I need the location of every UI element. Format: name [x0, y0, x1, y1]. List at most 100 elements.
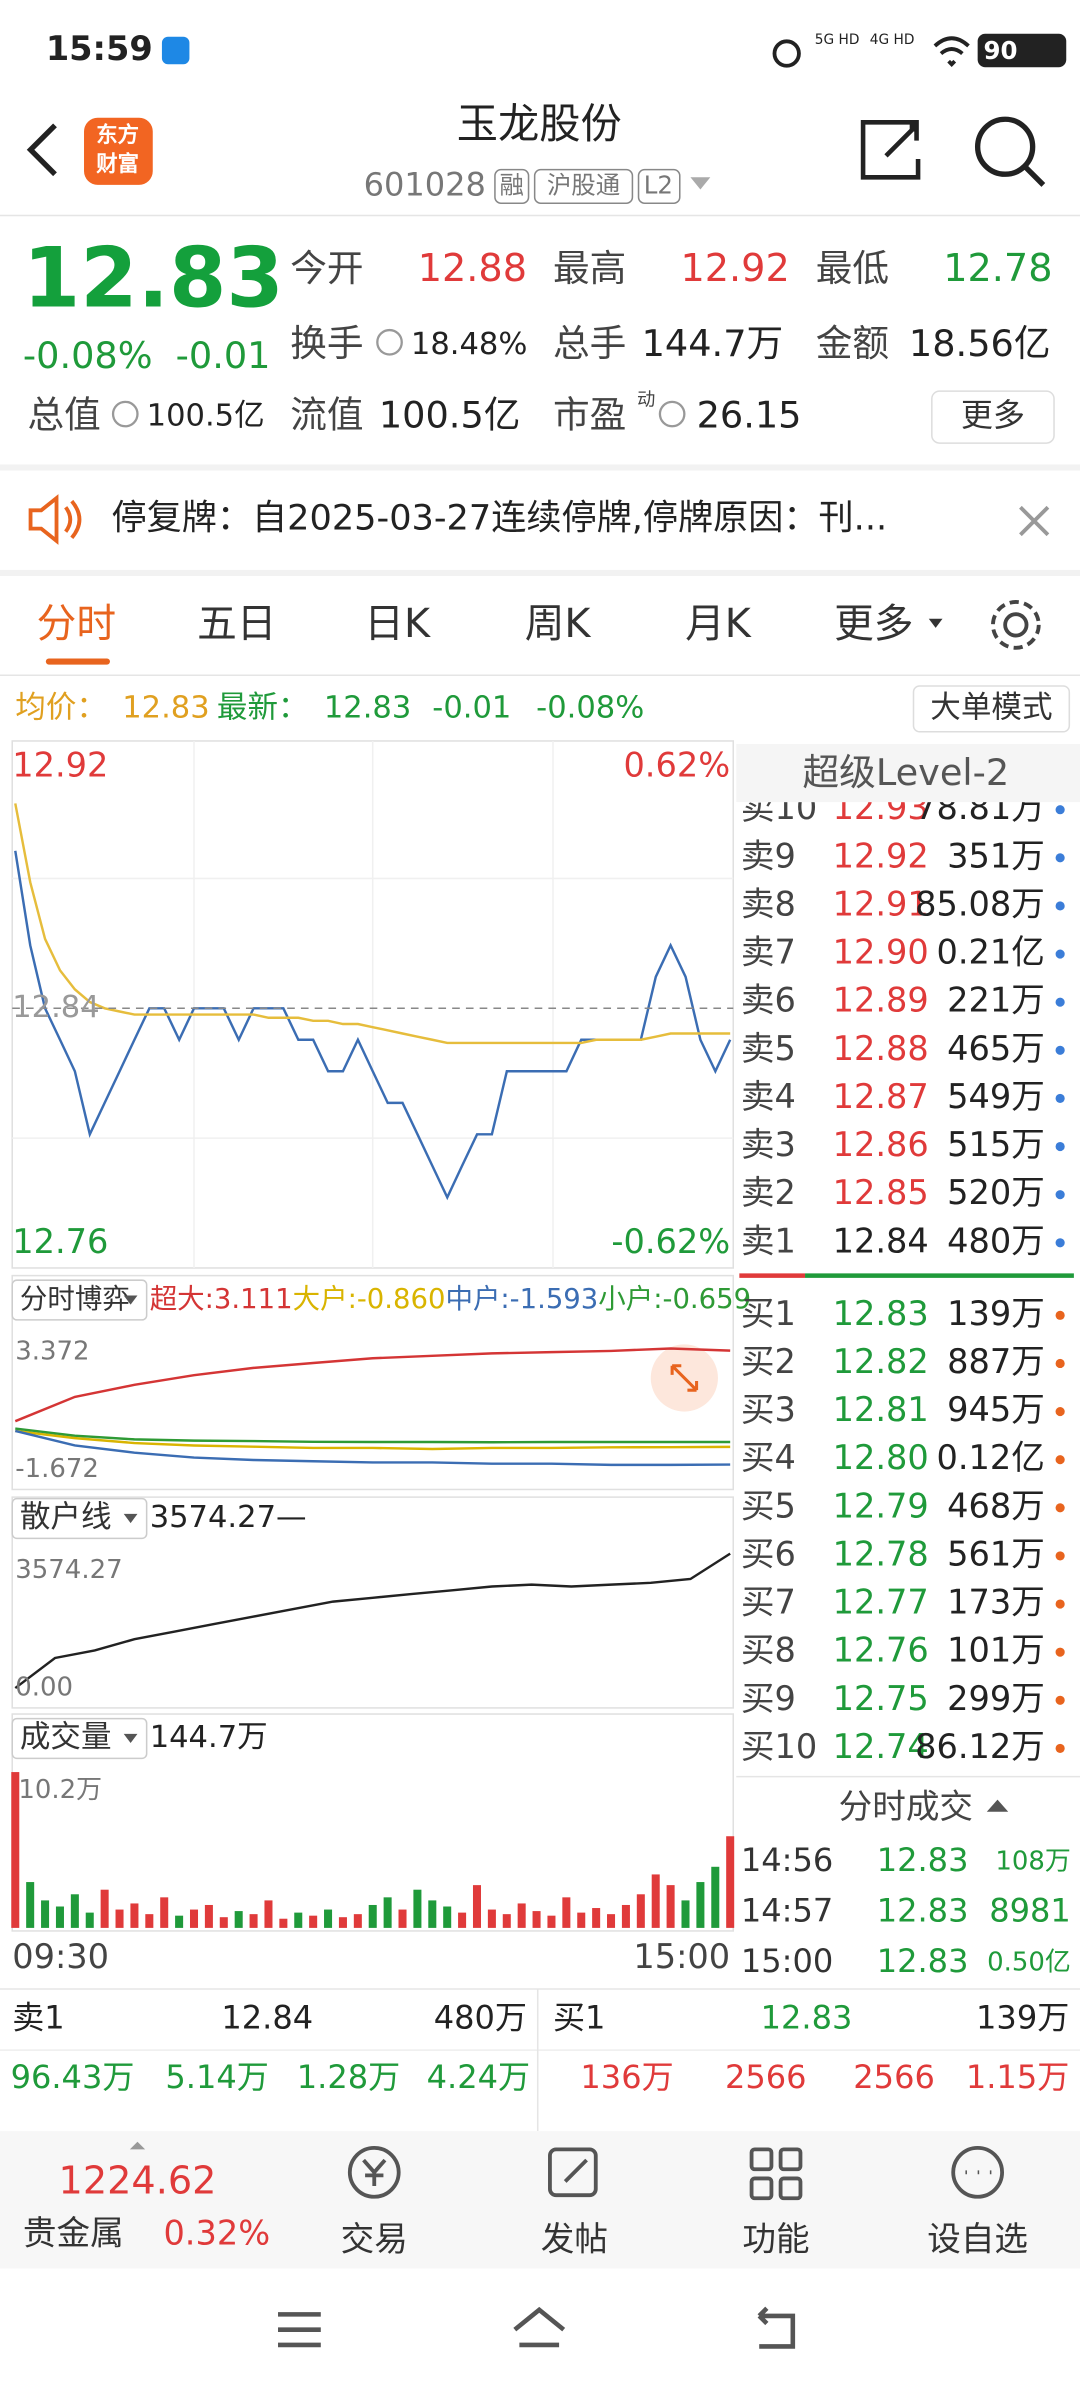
dropdown[interactable]	[11, 1497, 148, 1540]
table-cell: 96.43万	[11, 2058, 135, 2096]
book-volume: 351万	[947, 836, 1045, 875]
book-price: 12.79	[833, 1486, 929, 1525]
system-nav[interactable]	[278, 2306, 796, 2349]
book-price: 12.81	[833, 1390, 929, 1429]
series-line	[15, 1429, 731, 1451]
book-header	[736, 744, 1080, 803]
book-dot	[1055, 1190, 1065, 1200]
book-price: 12.85	[833, 1173, 929, 1212]
book-dot	[1055, 1093, 1065, 1103]
battery	[977, 33, 1067, 68]
x-tick-label: 15:00	[633, 1937, 730, 1976]
book-label: 卖1	[741, 1221, 796, 1260]
book-dot	[1055, 1503, 1065, 1513]
logo-text: 财富	[96, 151, 139, 177]
volume-bar	[264, 1900, 273, 1928]
book-volume: 0.21亿	[936, 933, 1044, 972]
volume-bar	[458, 1912, 467, 1928]
chart-title[interactable]: 分时博弈	[20, 1283, 130, 1315]
trade-volume: 0.50亿	[987, 1948, 1071, 1978]
table-cell: 4.24万	[427, 2058, 530, 2096]
app-icon	[161, 36, 190, 65]
nav-item[interactable]: 功能	[742, 2220, 809, 2259]
share-button[interactable]	[860, 119, 921, 180]
volume-bar	[577, 1912, 586, 1928]
tab[interactable]: 分时	[37, 601, 116, 647]
logo-text: 东方	[96, 122, 139, 148]
field-value: 26.15	[697, 394, 802, 437]
bottom-nav	[0, 2131, 1080, 2269]
function-icon[interactable]	[749, 2147, 803, 2201]
tab[interactable]: 更多	[834, 601, 913, 647]
book-volume: 480万	[947, 1221, 1045, 1260]
chart-title[interactable]: 散户线	[20, 1500, 112, 1535]
info-icon	[111, 400, 139, 428]
watchlist-icon[interactable]	[951, 2145, 1005, 2199]
book-dot	[1055, 1695, 1065, 1705]
book-dot	[1055, 997, 1065, 1007]
battery-level: 90	[984, 36, 1018, 65]
table-label: 买1	[553, 1999, 605, 2037]
collapse-arrow[interactable]	[986, 1799, 1009, 1812]
back-button[interactable]	[26, 123, 57, 177]
volume-bar	[249, 1914, 258, 1928]
table-cell: 1.28万	[297, 2058, 400, 2096]
dropdown-arrow[interactable]	[690, 177, 711, 190]
tab[interactable]: 日K	[364, 601, 431, 647]
chart-grid	[12, 740, 734, 1268]
y-tick-label: 0.00	[15, 1673, 73, 1703]
close-button[interactable]	[1019, 505, 1050, 537]
tab[interactable]: 周K	[525, 601, 592, 647]
volume-bar	[636, 1894, 645, 1928]
nav-item[interactable]: 交易	[341, 2220, 408, 2259]
tab[interactable]: 月K	[685, 601, 752, 647]
table-volume: 139万	[976, 1999, 1069, 2037]
book-dot	[1055, 901, 1065, 911]
volume-bar	[130, 1903, 139, 1928]
book-label: 卖10	[741, 788, 817, 827]
volume-bar	[607, 1914, 616, 1928]
volume-bar	[324, 1909, 333, 1928]
table-cell: 136万	[580, 2058, 673, 2096]
dropdown[interactable]	[11, 1717, 148, 1760]
post-icon[interactable]	[548, 2147, 598, 2198]
series-line	[14, 1429, 731, 1467]
nav-item[interactable]: 设自选	[927, 2220, 1028, 2259]
nav-item[interactable]: 发帖	[541, 2220, 608, 2259]
stock-tag: 沪股通	[547, 170, 620, 199]
field-label: 总值	[27, 394, 100, 437]
volume-bar	[621, 1904, 630, 1928]
book-dot	[1055, 1743, 1065, 1753]
dropdown[interactable]	[11, 1279, 148, 1321]
field-label: 市盈	[553, 394, 626, 437]
trade-time: 15:00	[741, 1942, 833, 1980]
more-button[interactable]	[931, 390, 1055, 444]
more-label[interactable]: 更多	[961, 396, 1025, 434]
book-volume: 101万	[947, 1631, 1045, 1670]
search-button[interactable]	[974, 116, 1046, 187]
book-volume: 78.81万	[915, 788, 1045, 827]
trade-icon[interactable]	[347, 2145, 401, 2199]
trade-volume: 108万	[995, 1847, 1071, 1877]
tab[interactable]: 五日	[197, 601, 276, 647]
book-dot	[1055, 1551, 1065, 1561]
chart-subtitle: 144.7万	[150, 1720, 268, 1755]
book-label: 卖5	[741, 1029, 796, 1068]
y-tick-label: 12.76	[12, 1222, 108, 1261]
book-volume: 0.12亿	[936, 1438, 1044, 1477]
chart-frame	[11, 1496, 735, 1709]
chart-title[interactable]: 成交量	[20, 1720, 112, 1755]
mode-button[interactable]	[912, 685, 1071, 733]
book-volume: 139万	[947, 1294, 1045, 1333]
y-tick-label: -1.672	[15, 1454, 99, 1484]
book-volume: 549万	[947, 1077, 1045, 1116]
settings-button[interactable]	[991, 600, 1041, 650]
book-price: 12.74	[833, 1727, 929, 1766]
book-dot	[1055, 805, 1065, 815]
dropdown-arrow	[123, 1513, 138, 1524]
stock-name: 玉龙股份	[457, 100, 622, 148]
table-cell: 5.14万	[165, 2058, 268, 2096]
book-label: 买3	[741, 1390, 796, 1429]
volume-bar	[547, 1915, 556, 1928]
mode-label[interactable]: 大单模式	[930, 690, 1052, 725]
